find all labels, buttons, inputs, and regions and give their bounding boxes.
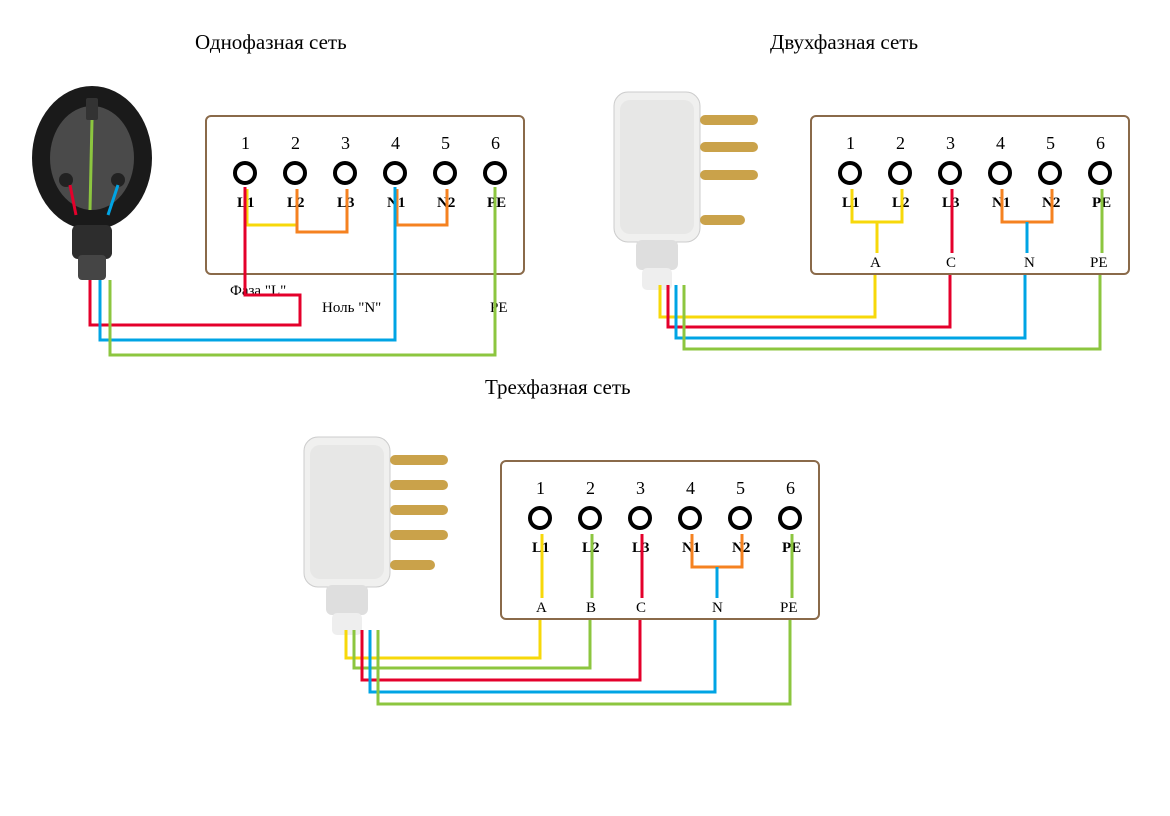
- term-label: N1: [992, 195, 1010, 212]
- term-num: 5: [736, 478, 745, 499]
- term-num: 5: [441, 133, 450, 154]
- label-pe: PE: [490, 300, 508, 317]
- term-num: 4: [686, 478, 695, 499]
- terminal-circle: [433, 161, 457, 185]
- terminal-circle: [233, 161, 257, 185]
- plug-black: [30, 80, 155, 280]
- term-num: 6: [786, 478, 795, 499]
- bottom-label: N: [712, 600, 723, 617]
- title-three-phase: Трехфазная сеть: [485, 375, 631, 400]
- terminal-circle: [1038, 161, 1062, 185]
- term-num: 1: [846, 133, 855, 154]
- terminal-circle: [333, 161, 357, 185]
- diagram-three-phase: 1 2 3 4 5 6 L1 L2 L3 N1 N2 PE A B C N PE: [300, 410, 880, 740]
- terminal-block-3: 1 2 3 4 5 6 L1 L2 L3 N1 N2 PE A B C N PE: [500, 460, 820, 620]
- term-num: 3: [341, 133, 350, 154]
- bottom-label: PE: [780, 600, 798, 617]
- term-num: 3: [946, 133, 955, 154]
- term-label: L3: [942, 195, 960, 212]
- terminal-circle: [578, 506, 602, 530]
- term-num: 6: [491, 133, 500, 154]
- bottom-label: A: [536, 600, 547, 617]
- label-null-n: Ноль "N": [322, 300, 381, 317]
- terminal-block-2: 1 2 3 4 5 6 L1 L2 L3 N1 N2 PE A C N PE: [810, 115, 1130, 275]
- title-single-phase: Однофазная сеть: [195, 30, 347, 55]
- terminal-circle: [728, 506, 752, 530]
- term-label: N2: [732, 540, 750, 557]
- terminal-circle: [838, 161, 862, 185]
- term-label: N1: [682, 540, 700, 557]
- terminal-circle: [778, 506, 802, 530]
- term-num: 5: [1046, 133, 1055, 154]
- bottom-label: C: [946, 255, 956, 272]
- terminal-circle: [528, 506, 552, 530]
- diagram-single-phase: 1 2 3 4 5 6 L1 L2 L3 N1 N2 PE Фаза "L" Н…: [30, 65, 550, 365]
- term-label: L2: [287, 195, 305, 212]
- term-num: 2: [896, 133, 905, 154]
- term-label: L3: [632, 540, 650, 557]
- term-num: 2: [291, 133, 300, 154]
- title-two-phase: Двухфазная сеть: [770, 30, 918, 55]
- term-label: L1: [237, 195, 255, 212]
- terminal-block-1: 1 2 3 4 5 6 L1 L2 L3 N1 N2 PE: [205, 115, 525, 275]
- terminal-circle: [628, 506, 652, 530]
- terminal-circle: [283, 161, 307, 185]
- term-label: L1: [842, 195, 860, 212]
- term-num: 1: [241, 133, 250, 154]
- bottom-label: N: [1024, 255, 1035, 272]
- terminal-circle: [1088, 161, 1112, 185]
- diagram-two-phase: 1 2 3 4 5 6 L1 L2 L3 N1 N2 PE A C N PE: [610, 65, 1150, 375]
- bottom-label: A: [870, 255, 881, 272]
- term-num: 3: [636, 478, 645, 499]
- terminal-circle: [938, 161, 962, 185]
- term-label: N2: [1042, 195, 1060, 212]
- bottom-label: B: [586, 600, 596, 617]
- bottom-label: PE: [1090, 255, 1108, 272]
- terminal-circle: [383, 161, 407, 185]
- terminal-circle: [888, 161, 912, 185]
- term-label: PE: [487, 195, 506, 212]
- term-label: L2: [582, 540, 600, 557]
- plug-white: [300, 425, 420, 635]
- term-num: 4: [391, 133, 400, 154]
- term-num: 2: [586, 478, 595, 499]
- terminal-circle: [988, 161, 1012, 185]
- term-num: 1: [536, 478, 545, 499]
- term-label: N2: [437, 195, 455, 212]
- bottom-label: C: [636, 600, 646, 617]
- terminal-circle: [678, 506, 702, 530]
- term-label: N1: [387, 195, 405, 212]
- term-label: L3: [337, 195, 355, 212]
- term-num: 4: [996, 133, 1005, 154]
- term-label: PE: [1092, 195, 1111, 212]
- plug-white: [610, 80, 730, 290]
- term-label: L1: [532, 540, 550, 557]
- term-num: 6: [1096, 133, 1105, 154]
- terminal-circle: [483, 161, 507, 185]
- term-label: PE: [782, 540, 801, 557]
- term-label: L2: [892, 195, 910, 212]
- label-phase-l: Фаза "L": [230, 283, 286, 300]
